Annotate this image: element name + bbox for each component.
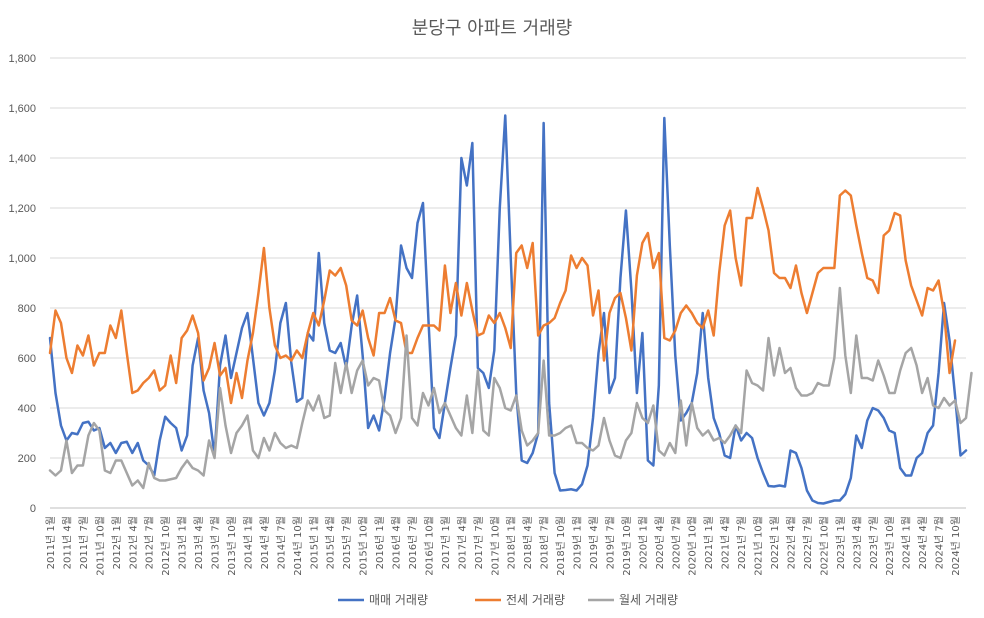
legend-label: 전세 거래량	[506, 593, 565, 607]
x-tick-label: 2013년 4월	[193, 516, 205, 569]
x-tick-label: 2016년 10월	[423, 516, 435, 576]
x-tick-label: 2023년 10월	[884, 516, 896, 576]
y-tick-label: 1,600	[8, 103, 36, 115]
y-tick-label: 400	[18, 403, 36, 415]
y-axis-ticks: 0 200 400 600 800 1,000 1,200 1,400 1,600 1,800	[8, 53, 36, 515]
series-line	[48, 114, 968, 505]
x-tick-label: 2018년 10월	[555, 516, 567, 576]
x-tick-label: 2015년 4월	[325, 516, 337, 569]
x-tick-label: 2024년 10월	[950, 516, 962, 576]
legend-label: 월세 거래량	[619, 593, 678, 607]
gridlines	[50, 57, 966, 509]
x-tick-label: 2016년 1월	[374, 516, 386, 569]
x-tick-label: 2012년 4월	[127, 516, 139, 569]
x-tick-label: 2020년 4월	[654, 516, 666, 569]
x-tick-label: 2022년 7월	[802, 516, 814, 569]
x-tick-label: 2013년 10월	[226, 516, 238, 576]
x-tick-label: 2014년 4월	[259, 516, 271, 569]
x-tick-label: 2019년 4월	[588, 516, 600, 569]
x-tick-label: 2020년 1월	[637, 516, 649, 569]
x-tick-label: 2023년 7월	[868, 516, 880, 569]
x-tick-label: 2014년 1월	[242, 516, 254, 569]
y-tick-label: 1,200	[8, 203, 36, 215]
x-axis-ticks: 2011년 1월 2011년 4월 2011년 7월 2011년 10월 2012년 1…	[45, 516, 962, 576]
x-tick-label: 2018년 7월	[539, 516, 551, 569]
x-tick-label: 2013년 1월	[177, 516, 189, 569]
x-tick-label: 2012년 10월	[160, 516, 172, 576]
x-tick-label: 2021년 1월	[703, 516, 715, 569]
x-tick-label: 2015년 10월	[358, 516, 370, 576]
x-tick-label: 2023년 4월	[851, 516, 863, 569]
x-tick-label: 2012년 7월	[144, 516, 156, 569]
x-tick-label: 2024년 7월	[934, 516, 946, 569]
x-tick-label: 2015년 7월	[341, 516, 353, 569]
x-tick-label: 2018년 4월	[522, 516, 534, 569]
x-tick-label: 2012년 1월	[111, 516, 123, 569]
x-tick-label: 2016년 4월	[391, 516, 403, 569]
x-tick-label: 2011년 10월	[94, 516, 106, 576]
x-tick-label: 2021년 7월	[736, 516, 748, 569]
series-lines	[48, 114, 973, 505]
x-tick-label: 2021년 4월	[720, 516, 732, 569]
x-tick-label: 2013년 7월	[210, 516, 222, 569]
x-tick-label: 2021년 10월	[753, 516, 765, 576]
series-line	[48, 186, 957, 405]
x-tick-label: 2019년 1월	[572, 516, 584, 569]
x-tick-label: 2018년 1월	[506, 516, 518, 569]
x-tick-label: 2020년 10월	[687, 516, 699, 576]
x-tick-label: 2022년 10월	[818, 516, 830, 576]
x-tick-label: 2016년 7월	[407, 516, 419, 569]
x-tick-label: 2024년 4월	[917, 516, 929, 569]
legend-label: 매매 거래량	[369, 593, 428, 607]
x-tick-label: 2019년 7월	[604, 516, 616, 569]
x-tick-label: 2022년 4월	[785, 516, 797, 569]
x-tick-label: 2022년 1월	[769, 516, 781, 569]
x-tick-label: 2019년 10월	[621, 516, 633, 576]
y-tick-label: 0	[30, 503, 36, 515]
x-tick-label: 2017년 1월	[440, 516, 452, 569]
y-tick-label: 1,400	[8, 153, 36, 165]
x-tick-label: 2023년 1월	[835, 516, 847, 569]
x-tick-label: 2011년 7월	[78, 516, 90, 569]
x-tick-label: 2017년 4월	[456, 516, 468, 569]
legend: 매매 거래량 전세 거래량 월세 거래량	[338, 593, 678, 607]
y-tick-label: 1,800	[8, 53, 36, 65]
x-tick-label: 2024년 1월	[901, 516, 913, 569]
x-tick-label: 2015년 1월	[308, 516, 320, 569]
y-tick-label: 800	[18, 303, 36, 315]
y-tick-label: 200	[18, 453, 36, 465]
y-tick-label: 600	[18, 353, 36, 365]
series-line	[48, 286, 973, 490]
x-tick-label: 2017년 7월	[473, 516, 485, 569]
y-tick-label: 1,000	[8, 253, 36, 265]
x-tick-label: 2014년 10월	[292, 516, 304, 576]
chart-title: 분당구 아파트 거래량	[411, 18, 573, 39]
x-tick-label: 2011년 4월	[61, 516, 73, 569]
x-tick-label: 2011년 1월	[45, 516, 57, 569]
x-tick-label: 2014년 7월	[275, 516, 287, 569]
x-tick-label: 2020년 7월	[670, 516, 682, 569]
x-tick-label: 2017년 10월	[489, 516, 501, 576]
